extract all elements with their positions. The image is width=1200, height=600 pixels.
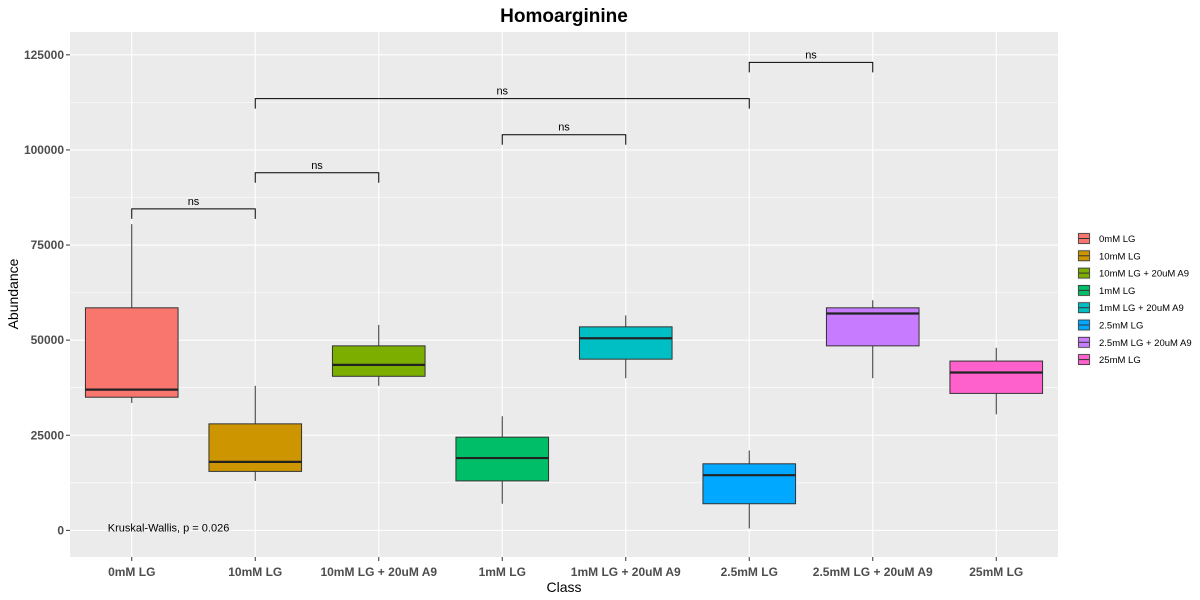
- box-8: [949, 347, 1044, 415]
- y-tick-label: 75000: [31, 238, 65, 252]
- y-tick-label: 25000: [31, 428, 65, 442]
- chart-title: Homoarginine: [500, 6, 628, 27]
- significance-brackets: ns ns ns ns ns: [131, 49, 874, 219]
- box-1: [84, 224, 179, 403]
- box-5: [578, 315, 673, 379]
- comparison-bracket-3: ns: [501, 122, 627, 145]
- y-axis: 0 25000 50000 75000 100000 125000: [24, 48, 70, 537]
- legend-item-4: 1mM LG: [1077, 283, 1135, 297]
- legend-label: 25mM LG: [1099, 355, 1141, 366]
- y-tick-label: 100000: [24, 143, 64, 157]
- legend-item-3: 10mM LG + 20uM A9: [1077, 266, 1189, 280]
- legend-label: 1mM LG + 20uM A9: [1099, 303, 1184, 314]
- significance-label: ns: [558, 122, 570, 134]
- box-6: [702, 450, 797, 529]
- grid-lines: [70, 32, 1058, 557]
- legend-label: 10mM LG: [1099, 251, 1141, 262]
- legend-item-7: 2.5mM LG + 20uM A9: [1077, 335, 1192, 349]
- box-body: [208, 423, 303, 472]
- bracket-line: [131, 208, 256, 219]
- x-tick-label: 25mM LG: [969, 565, 1023, 579]
- x-axis-title: Class: [546, 579, 581, 595]
- box-body: [331, 345, 426, 377]
- comparison-bracket-5: ns: [748, 49, 874, 73]
- x-tick-label: 10mM LG: [228, 565, 282, 579]
- significance-label: ns: [311, 160, 323, 172]
- box-body: [84, 307, 179, 398]
- box-7: [825, 300, 920, 379]
- legend-item-2: 10mM LG: [1077, 249, 1141, 263]
- y-tick-label: 125000: [24, 48, 64, 62]
- box-4: [455, 416, 550, 504]
- comparison-bracket-2: ns: [254, 160, 380, 183]
- legend-item-1: 0mM LG: [1077, 232, 1135, 245]
- legend-label: 1mM LG: [1099, 286, 1135, 297]
- box-series: [84, 224, 1044, 529]
- box-body: [949, 360, 1044, 394]
- legend-label: 0mM LG: [1099, 234, 1135, 245]
- panel-background: [70, 32, 1058, 557]
- box-3: [331, 324, 426, 386]
- box-body: [702, 463, 797, 505]
- box-body: [578, 326, 673, 360]
- x-tick-label: 2.5mM LG: [721, 565, 778, 579]
- kruskal-wallis-annotation: Kruskal-Wallis, p = 0.026: [108, 523, 230, 535]
- y-axis-title: Abundance: [5, 258, 21, 329]
- bracket-line: [501, 134, 627, 145]
- x-tick-label: 1mM LG: [479, 565, 526, 579]
- plot-panel: [70, 32, 1058, 557]
- x-axis: 0mM LG 10mM LG 10mM LG + 20uM A9 1mM LG 1mM …: [108, 557, 1023, 579]
- legend: 0mM LG 10mM LG 10mM LG + 20uM A9 1mM LG 1mM …: [1077, 232, 1192, 367]
- comparison-bracket-4: ns: [254, 86, 750, 109]
- bracket-line: [254, 172, 380, 183]
- legend-label: 10mM LG + 20uM A9: [1099, 269, 1189, 280]
- legend-item-5: 1mM LG + 20uM A9: [1077, 301, 1184, 315]
- y-tick-label: 0: [57, 523, 64, 537]
- x-tick-label: 2.5mM LG + 20uM A9: [813, 565, 933, 579]
- significance-label: ns: [496, 86, 508, 98]
- comparison-bracket-1: ns: [131, 196, 256, 219]
- legend-item-6: 2.5mM LG: [1077, 318, 1143, 332]
- x-tick-label: 10mM LG + 20uM A9: [320, 565, 437, 579]
- legend-item-8: 25mM LG: [1077, 353, 1141, 367]
- legend-label: 2.5mM LG + 20uM A9: [1099, 338, 1192, 349]
- bracket-line: [748, 61, 874, 73]
- significance-label: ns: [805, 49, 817, 61]
- significance-label: ns: [188, 196, 200, 208]
- y-tick-label: 50000: [31, 333, 65, 347]
- legend-label: 2.5mM LG: [1099, 321, 1143, 332]
- bracket-line: [254, 98, 750, 109]
- box-2: [208, 385, 303, 481]
- x-tick-label: 1mM LG + 20uM A9: [571, 565, 681, 579]
- x-tick-label: 0mM LG: [108, 565, 155, 579]
